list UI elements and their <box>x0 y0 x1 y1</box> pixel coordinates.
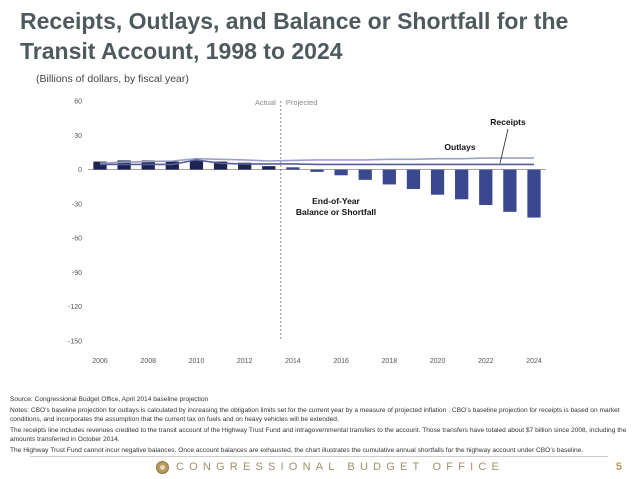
balance-bar <box>406 169 421 189</box>
outlays-annotation: Outlays <box>444 142 475 152</box>
balance-bar <box>213 161 228 170</box>
chart-subtitle: (Billions of dollars, by fiscal year) <box>36 73 189 85</box>
y-tick-label: -90 <box>72 270 82 277</box>
balance-bar <box>527 169 541 218</box>
slide-footer: CONGRESSIONAL BUDGET OFFICE 5 <box>0 456 638 479</box>
x-tick-label: 2024 <box>526 358 542 365</box>
balance-bar <box>310 169 324 172</box>
y-tick-label: -150 <box>68 339 82 346</box>
source-note: Source: Congressional Budget Office, Apr… <box>10 396 209 403</box>
balance-bar <box>93 161 107 170</box>
x-tick-label: 2010 <box>189 358 205 365</box>
receipts-leader-line <box>499 128 509 164</box>
x-tick-label: 2022 <box>478 358 494 365</box>
receipts-annotation: Receipts <box>490 117 526 127</box>
balance-bar <box>503 169 517 212</box>
slide-title: Receipts, Outlays, and Balance or Shortf… <box>20 8 569 64</box>
balance-annotation-line1: End-of-Year <box>312 196 360 206</box>
receipts-line <box>100 159 534 166</box>
x-tick-label: 2018 <box>382 358 398 365</box>
balance-bar <box>262 166 276 170</box>
balance-bar <box>430 169 445 195</box>
x-tick-label: 2012 <box>237 358 253 365</box>
balance-bar <box>189 160 204 170</box>
note-negative-balances: The Highway Trust Fund cannot incur nega… <box>10 447 584 455</box>
y-tick-label: -60 <box>72 236 82 243</box>
balance-bar <box>165 161 179 170</box>
balance-bar <box>286 167 300 170</box>
y-tick-label: 30 <box>74 133 82 140</box>
footer-divider <box>30 456 608 457</box>
balance-bar <box>358 169 372 180</box>
outlays-line <box>99 157 534 165</box>
transit-account-chart: Actual Projected 60 30 0 -30 -60 -90 -120 -150 2… <box>68 98 546 365</box>
x-tick-label: 2014 <box>285 358 301 365</box>
page-number: 5 <box>615 461 622 473</box>
y-tick-label: -120 <box>68 304 82 311</box>
balance-bar <box>382 169 396 185</box>
y-tick-label: 0 <box>78 167 82 174</box>
balance-bar <box>334 169 348 176</box>
x-tick-label: 2006 <box>92 358 108 365</box>
x-tick-label: 2008 <box>140 358 156 365</box>
footer-org-name: CONGRESSIONAL BUDGET OFFICE <box>176 461 505 473</box>
projected-label: Projected <box>286 98 318 107</box>
balance-bar <box>238 162 252 170</box>
y-tick-label: 60 <box>74 99 82 106</box>
cbo-seal-icon <box>156 461 169 474</box>
balance-bar <box>455 169 469 200</box>
x-tick-label: 2020 <box>430 358 446 365</box>
note-receipts-transfers: The receipts line includes revenues cred… <box>10 427 627 443</box>
note-outlays-receipts: Notes: CBO’s baseline projection for out… <box>10 407 620 423</box>
chart-notes: Source: Congressional Budget Office, Apr… <box>10 396 628 458</box>
balance-annotation-line2: Balance or Shortfall <box>296 207 376 217</box>
y-tick-label: -30 <box>72 201 82 208</box>
actual-label: Actual <box>255 98 276 107</box>
balance-bar <box>479 169 493 205</box>
x-tick-label: 2016 <box>333 358 349 365</box>
